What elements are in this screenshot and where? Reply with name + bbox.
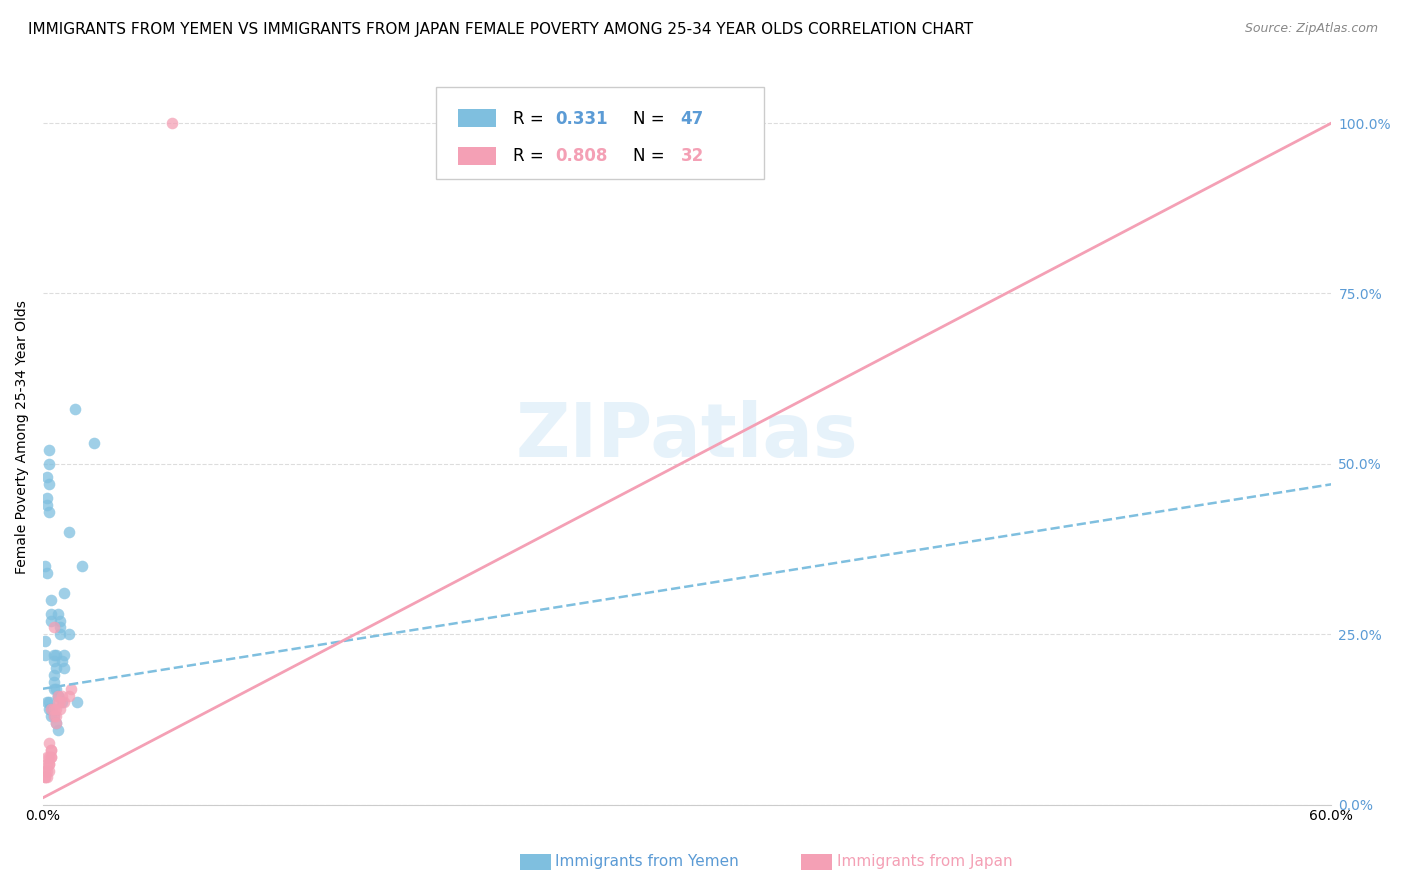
Point bbox=[37, 470, 59, 484]
Point bbox=[42, 620, 65, 634]
Point bbox=[42, 648, 65, 662]
Point bbox=[45, 681, 67, 696]
Point bbox=[46, 689, 69, 703]
Bar bbox=[458, 146, 496, 165]
Point bbox=[53, 586, 76, 600]
Text: Immigrants from Yemen: Immigrants from Yemen bbox=[555, 855, 740, 869]
Point bbox=[42, 668, 65, 682]
Point bbox=[34, 770, 56, 784]
Point bbox=[45, 715, 67, 730]
Point bbox=[38, 750, 60, 764]
Point bbox=[42, 681, 65, 696]
Text: 47: 47 bbox=[681, 110, 704, 128]
Point bbox=[53, 695, 76, 709]
Point bbox=[46, 607, 69, 621]
Point bbox=[34, 559, 56, 574]
Point bbox=[41, 743, 63, 757]
Point bbox=[41, 750, 63, 764]
Text: Immigrants from Japan: Immigrants from Japan bbox=[837, 855, 1012, 869]
Point bbox=[34, 648, 56, 662]
Point bbox=[41, 607, 63, 621]
Text: 32: 32 bbox=[681, 147, 704, 165]
Point bbox=[41, 614, 63, 628]
Point bbox=[38, 756, 60, 771]
Point bbox=[46, 723, 69, 737]
Point bbox=[49, 614, 72, 628]
Point bbox=[38, 457, 60, 471]
Point bbox=[160, 116, 183, 130]
Point bbox=[34, 770, 56, 784]
Point bbox=[38, 504, 60, 518]
Point bbox=[38, 702, 60, 716]
Point bbox=[37, 750, 59, 764]
Point bbox=[37, 491, 59, 505]
Point bbox=[46, 689, 69, 703]
Point bbox=[41, 709, 63, 723]
Point bbox=[45, 661, 67, 675]
Text: R =: R = bbox=[513, 110, 550, 128]
Point bbox=[38, 477, 60, 491]
Point bbox=[37, 756, 59, 771]
Point bbox=[37, 695, 59, 709]
Text: ZIPatlas: ZIPatlas bbox=[516, 401, 859, 473]
Point bbox=[37, 764, 59, 778]
Point bbox=[45, 648, 67, 662]
Point bbox=[49, 627, 72, 641]
Text: N =: N = bbox=[633, 110, 669, 128]
Y-axis label: Female Poverty Among 25-34 Year Olds: Female Poverty Among 25-34 Year Olds bbox=[15, 300, 30, 574]
Point bbox=[51, 655, 73, 669]
Point bbox=[66, 695, 89, 709]
Point bbox=[45, 702, 67, 716]
Point bbox=[59, 681, 82, 696]
Point bbox=[38, 443, 60, 458]
Point bbox=[53, 661, 76, 675]
Point bbox=[34, 634, 56, 648]
Point bbox=[45, 709, 67, 723]
Point bbox=[49, 695, 72, 709]
Text: R =: R = bbox=[513, 147, 550, 165]
Point bbox=[42, 675, 65, 690]
Point bbox=[41, 743, 63, 757]
Point bbox=[51, 695, 73, 709]
Point bbox=[38, 764, 60, 778]
Point bbox=[58, 627, 80, 641]
Point bbox=[37, 566, 59, 580]
Text: Source: ZipAtlas.com: Source: ZipAtlas.com bbox=[1244, 22, 1378, 36]
Point bbox=[51, 689, 73, 703]
Point bbox=[38, 695, 60, 709]
Point bbox=[41, 750, 63, 764]
Point bbox=[42, 702, 65, 716]
Text: IMMIGRANTS FROM YEMEN VS IMMIGRANTS FROM JAPAN FEMALE POVERTY AMONG 25-34 YEAR O: IMMIGRANTS FROM YEMEN VS IMMIGRANTS FROM… bbox=[28, 22, 973, 37]
Point bbox=[41, 702, 63, 716]
Point bbox=[53, 648, 76, 662]
Point bbox=[41, 702, 63, 716]
Point bbox=[58, 689, 80, 703]
Text: N =: N = bbox=[633, 147, 669, 165]
Point bbox=[58, 524, 80, 539]
Point bbox=[34, 764, 56, 778]
Point bbox=[49, 620, 72, 634]
Point bbox=[37, 770, 59, 784]
Point bbox=[83, 436, 105, 450]
Point bbox=[63, 402, 86, 417]
Point bbox=[49, 702, 72, 716]
Point bbox=[41, 593, 63, 607]
Point bbox=[38, 756, 60, 771]
Point bbox=[38, 736, 60, 750]
Point bbox=[45, 715, 67, 730]
FancyBboxPatch shape bbox=[436, 87, 765, 179]
Point bbox=[70, 559, 93, 574]
Text: 0.331: 0.331 bbox=[555, 110, 609, 128]
Bar bbox=[458, 109, 496, 128]
Text: 0.808: 0.808 bbox=[555, 147, 609, 165]
Point bbox=[42, 709, 65, 723]
Point bbox=[46, 689, 69, 703]
Point bbox=[37, 498, 59, 512]
Point bbox=[42, 709, 65, 723]
Point bbox=[42, 655, 65, 669]
Point bbox=[46, 695, 69, 709]
